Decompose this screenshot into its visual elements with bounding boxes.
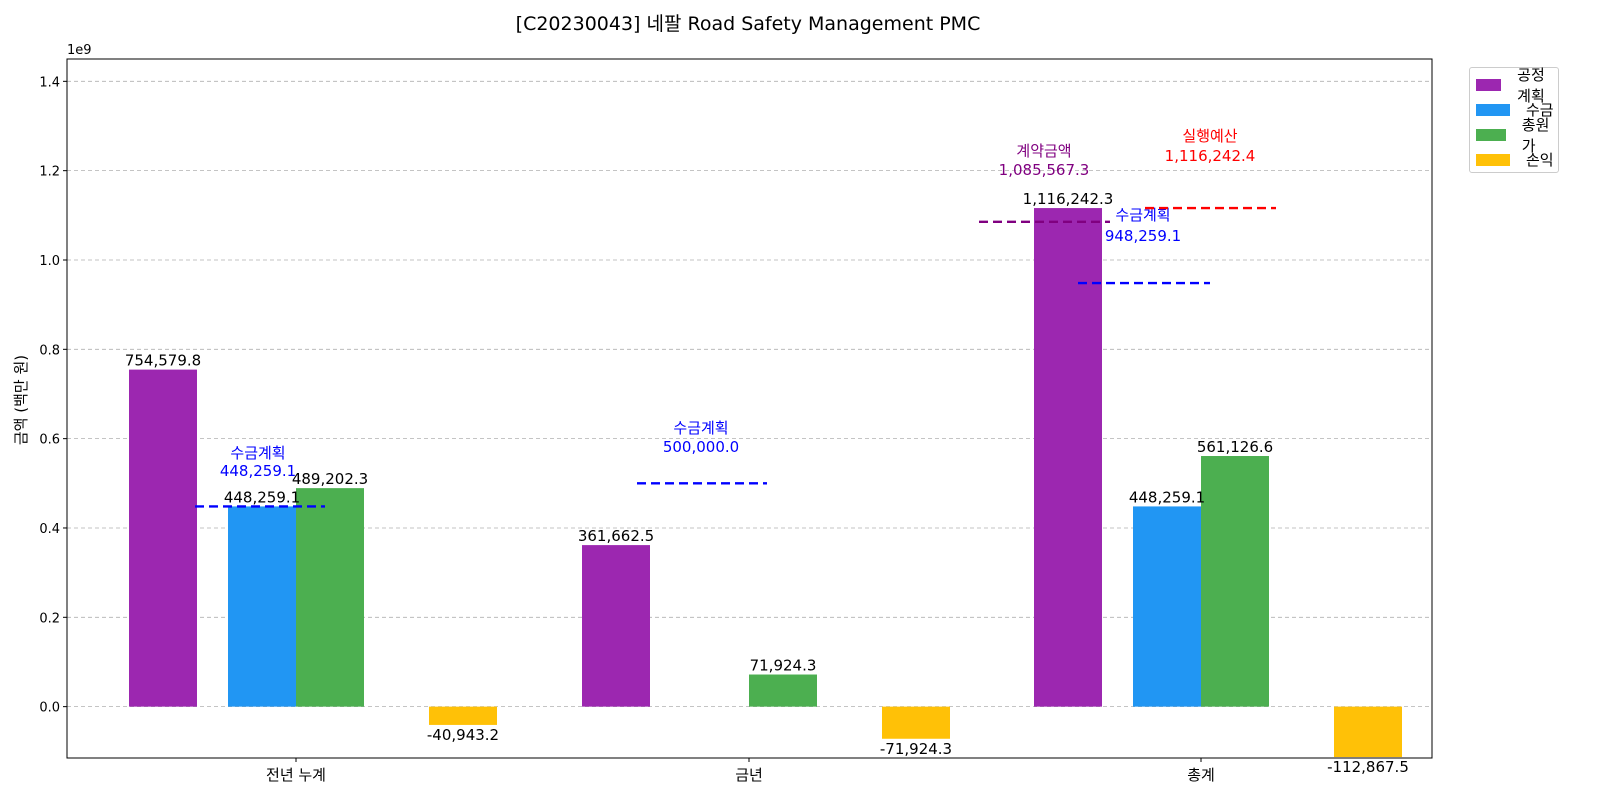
bar-data-label: 448,259.1 [224, 488, 300, 506]
bar [749, 674, 817, 707]
chart-title: [C20230043] 네팔 Road Safety Management PM… [516, 13, 981, 35]
legend-label: 손익 [1526, 151, 1554, 169]
x-tick-label: 금년 [735, 766, 763, 784]
legend-item: 공정계획 [1476, 66, 1558, 105]
bar-data-label: 754,579.8 [125, 352, 201, 370]
bar [296, 488, 364, 707]
bar [1201, 456, 1269, 707]
reference-line-amount: 948,259.1 [1105, 227, 1181, 245]
reference-line-title: 수금계획 [673, 419, 728, 437]
x-tick-label: 총계 [1187, 766, 1215, 784]
bar-data-label: 361,662.5 [578, 527, 654, 545]
reference-line-title: 수금계획 [230, 444, 285, 462]
reference-line-title: 계약금액 [1016, 142, 1071, 160]
bar [1034, 208, 1102, 707]
bar [582, 545, 650, 707]
bar [1334, 706, 1402, 758]
bar-data-label: -112,867.5 [1327, 758, 1409, 776]
legend-item: 수금 [1476, 97, 1558, 122]
y-tick-label: 1.2 [39, 165, 60, 180]
reference-line-amount: 1,116,242.4 [1165, 147, 1256, 165]
reference-line-amount: 448,259.1 [220, 462, 296, 480]
bar-data-label: 71,924.3 [750, 657, 817, 675]
bar [129, 369, 197, 707]
y-tick-label: 0.2 [39, 611, 60, 626]
y-tick-label: 0.6 [39, 433, 60, 448]
bars-layer [129, 208, 1402, 758]
y-tick-label: 1.4 [39, 75, 60, 90]
bar [228, 506, 296, 707]
legend-item: 총원가 [1476, 116, 1558, 155]
legend-swatch [1476, 103, 1510, 116]
reference-line-amount: 1,085,567.3 [999, 161, 1090, 179]
bar-data-label: 1,116,242.3 [1023, 190, 1114, 208]
y-tick-label: 1.0 [39, 254, 60, 269]
reference-line-title: 실행예산 [1182, 127, 1237, 145]
reference-lines-layer: 수금계획448,259.1수금계획500,000.0수금계획948,259.1계… [195, 127, 1276, 508]
legend-swatch [1476, 153, 1510, 166]
legend-label: 수금 [1526, 101, 1554, 119]
y-tick-label: 0.4 [39, 522, 60, 537]
bar [1133, 506, 1201, 707]
x-tick-label: 전년 누계 [266, 766, 326, 784]
bar-data-label: 489,202.3 [292, 470, 368, 488]
data-labels-layer: 754,579.8 361,662.5 1,116,242.3 448,259.1 44… [125, 190, 1409, 776]
legend-label: 공정계획 [1517, 65, 1545, 105]
bar [429, 706, 497, 725]
bar-data-label: -71,924.3 [880, 740, 952, 758]
legend-swatch [1476, 128, 1506, 141]
bar-data-label: 448,259.1 [1129, 488, 1205, 506]
legend-swatch [1476, 78, 1502, 91]
y-offset-label: 1e9 [67, 43, 92, 58]
legend-item: 손익 [1476, 147, 1558, 172]
reference-line-title: 수금계획 [1115, 206, 1170, 224]
reference-line-amount: 500,000.0 [663, 438, 739, 456]
bar [882, 706, 950, 739]
y-tick-label: 0.0 [39, 701, 60, 716]
axes-layer: 0.0 0.2 0.4 0.6 0.8 1.0 1.2 1.4 전년 누계 금년 총계 [39, 75, 1214, 784]
bar-data-label: -40,943.2 [427, 726, 499, 744]
y-axis-label: 금액 (백만 원) [12, 355, 30, 445]
bar-data-label: 561,126.6 [1197, 438, 1273, 456]
y-tick-label: 0.8 [39, 343, 60, 358]
legend: 공정계획 수금 총원가 손익 [1469, 66, 1559, 173]
legend-label: 총원가 [1521, 115, 1550, 155]
